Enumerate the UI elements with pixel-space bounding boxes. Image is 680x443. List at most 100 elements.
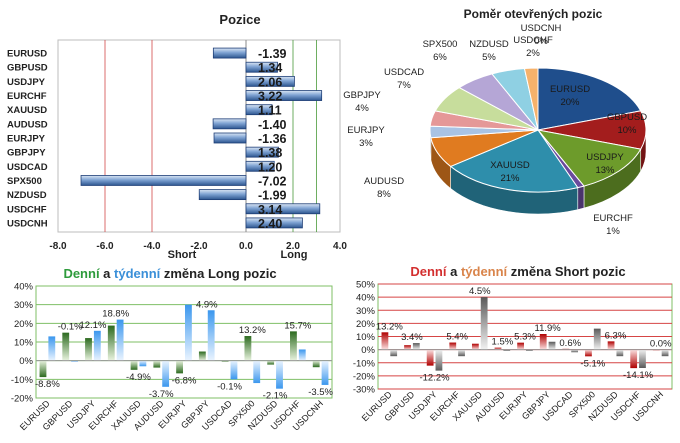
y-tick-label: 20% (14, 319, 34, 330)
position-value-label: -7.02 (258, 174, 287, 188)
y-tick-label: 40% (356, 293, 376, 304)
long-change-title: Denní a týdenní změna Long pozic (63, 266, 276, 281)
weekly-bar (526, 349, 533, 351)
position-value-label: 1.38 (258, 146, 282, 160)
data-label: 11.9% (534, 323, 561, 334)
pie-labels: EURUSD 20% GBPUSD 10% USDJPY 13% EURCHF 1% XAUUS… (343, 23, 647, 237)
long-change-plot: -20%-10%0%10%20%30%40%-8.8%EURUSD-0.1%GB… (11, 282, 334, 433)
pie-slice (536, 129, 642, 187)
daily-bar (426, 349, 434, 366)
weekly-bar (230, 360, 238, 380)
data-label: -8.8% (35, 379, 60, 390)
data-label: -3.7% (149, 389, 174, 400)
pie-label: GBPUSD (607, 112, 647, 123)
daily-bar (381, 332, 389, 350)
weekly-bar (93, 330, 101, 361)
weekly-bar (548, 341, 556, 350)
category-label: XAUUSD (7, 105, 47, 116)
long-title-rest: změna Long pozic (160, 266, 276, 281)
pie-percent-label: 21% (500, 173, 520, 184)
daily-bar (176, 360, 183, 374)
y-tick-label: 50% (356, 280, 376, 291)
y-tick-label: 10% (356, 332, 376, 343)
position-bar (213, 132, 247, 144)
category-label: USDCAD (7, 162, 48, 173)
data-label: -0.1% (58, 322, 83, 333)
pie-percent-label: 5% (482, 52, 496, 63)
weekly-bar (139, 360, 147, 367)
weekly-bar (616, 349, 624, 357)
position-bar (245, 146, 279, 158)
pie-label: EURUSD (550, 84, 590, 95)
data-label: 0.0% (650, 339, 672, 350)
category-label: EURCHF (7, 91, 47, 102)
x-tick-label: 4.0 (333, 241, 347, 252)
position-bar (245, 104, 273, 116)
pie-slice (449, 129, 579, 193)
short-change-plot: -30%-20%-10%0%10%20%30%40%50%13.2%EURUSD… (353, 280, 673, 424)
long-change-chart: Denní a týdenní změna Long pozic -20% -10… (11, 266, 334, 433)
category-label: AUDUSD (7, 119, 48, 130)
weekly-bar (661, 349, 669, 357)
y-tick-label: 0% (361, 345, 375, 356)
data-label: 15.7% (284, 320, 311, 331)
position-bar (245, 217, 303, 229)
long-title-daily: Denní (63, 266, 100, 281)
data-label: 4.9% (196, 299, 218, 310)
daily-bar (517, 342, 524, 350)
y-tick-label: -20% (11, 394, 34, 405)
pie-label: EURJPY (347, 125, 385, 136)
y-tick-label: 10% (14, 338, 34, 349)
pie-percent-label: 10% (617, 125, 637, 136)
weekly-bar (276, 360, 283, 389)
data-label: -5.1% (580, 358, 605, 369)
weekly-bar (458, 349, 465, 357)
data-label: -4.9% (126, 372, 151, 383)
y-tick-label: 30% (14, 300, 34, 311)
pie-percent-label: 7% (397, 80, 411, 91)
position-bar (245, 61, 278, 73)
y-tick-label: 40% (14, 282, 34, 293)
weekly-bar (480, 297, 488, 350)
positions-bars (80, 47, 323, 229)
x-tick-label: -6.0 (96, 241, 114, 252)
weekly-bar (593, 328, 601, 350)
position-value-label: -1.36 (258, 132, 287, 146)
category-label: EURUSD (7, 49, 47, 60)
long-title-weekly: týdenní (114, 266, 161, 281)
position-bar (198, 189, 247, 201)
daily-bar (107, 325, 115, 361)
category-label: USDCHF (7, 204, 47, 215)
pie-label: USDCNH (521, 23, 562, 34)
position-bar (212, 118, 247, 130)
pie-slice (537, 67, 642, 131)
pie-percent-label: 6% (433, 52, 447, 63)
daily-bar (290, 331, 297, 361)
weekly-bar (390, 349, 398, 357)
weekly-bar (162, 360, 170, 387)
pie-label: GBPJPY (343, 90, 381, 101)
weekly-bar (298, 349, 306, 361)
data-label: 5.4% (446, 332, 468, 343)
pie-label: USDJPY (586, 152, 624, 163)
y-tick-label: 30% (356, 306, 376, 317)
pie-label: XAUUSD (490, 160, 530, 171)
x-tick-label: 2.0 (286, 241, 300, 252)
daily-bar (267, 360, 275, 365)
pie-percent-label: 20% (560, 97, 580, 108)
pie-percent-label: 1% (606, 226, 620, 237)
daily-bar (244, 336, 252, 361)
pie-chart-title: Poměr otevřených pozic (464, 7, 603, 21)
x-tick-label: -4.0 (143, 241, 161, 252)
positions-value-labels: -1.391.342.063.221.11-1.40-1.361.381.20-… (258, 47, 287, 231)
data-label: 6.3% (605, 330, 627, 341)
positions-chart-title: Pozice (219, 12, 260, 27)
daily-bar (198, 351, 206, 361)
weekly-bar (412, 343, 420, 350)
weekly-bar (639, 349, 646, 368)
data-label: 12.1% (79, 320, 106, 331)
daily-bar (312, 360, 320, 368)
long-title-and: a (100, 266, 114, 281)
pie-label: USDCAD (384, 67, 424, 78)
